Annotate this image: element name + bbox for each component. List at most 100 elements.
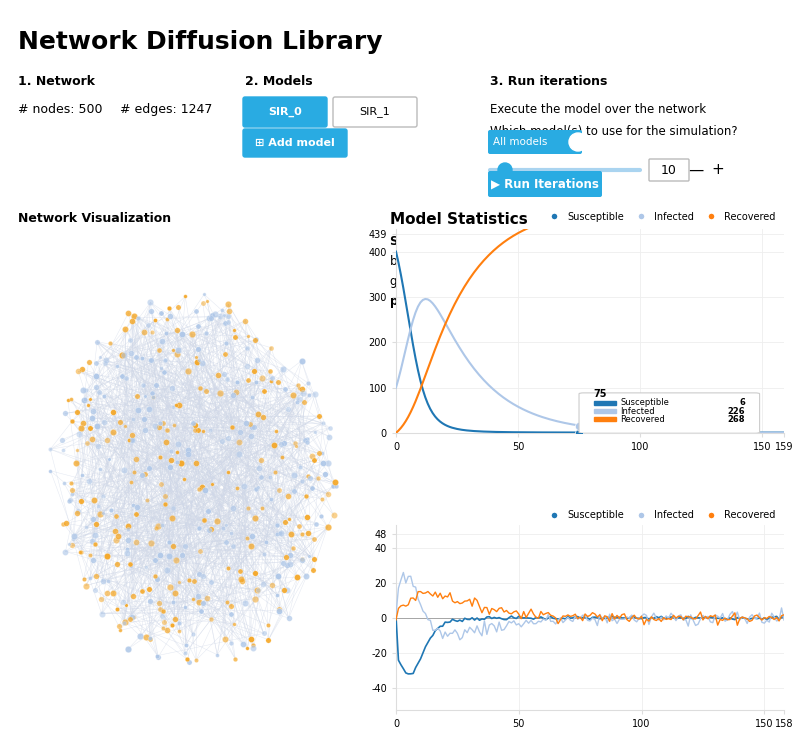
Point [327,480,340,492]
Point [211,369,224,380]
Point [155,335,168,347]
Point [102,575,114,587]
Point [193,522,206,534]
Point [125,347,138,359]
Point [176,328,189,340]
Point [144,537,157,549]
Point [179,291,192,303]
Text: 3. Run iterations: 3. Run iterations [490,75,607,88]
Point [248,421,261,433]
Point [124,334,137,346]
Point [190,457,202,469]
Point [155,519,168,531]
Text: 1. Network: 1. Network [18,75,95,88]
Point [263,366,276,377]
Point [77,573,90,585]
Point [172,400,185,411]
Text: 6: 6 [739,398,745,407]
Point [242,502,254,514]
Point [154,417,166,429]
Text: Which model(s) to use for the simulation?: Which model(s) to use for the simulation… [490,125,738,138]
Point [226,502,239,514]
Point [90,518,102,530]
Point [246,391,258,403]
Text: Selected Model: SIR_0: Selected Model: SIR_0 [390,235,537,248]
Point [250,333,262,345]
FancyBboxPatch shape [333,97,417,127]
Point [72,366,85,377]
Point [187,575,200,587]
Point [66,488,78,500]
Point [198,289,210,300]
Point [190,654,202,666]
Point [171,348,184,360]
Point [310,518,322,530]
Point [182,365,194,377]
Point [191,424,204,436]
Point [104,337,117,349]
Point [245,430,258,442]
Point [70,406,83,417]
FancyBboxPatch shape [579,393,759,433]
Point [169,587,182,599]
Point [118,616,131,628]
Point [152,597,165,609]
Point [89,529,102,541]
Point [122,307,134,319]
Point [222,298,234,310]
Point [282,491,294,502]
Point [118,616,130,628]
Point [166,540,179,552]
Point [178,648,191,659]
Point [265,375,278,387]
Point [110,602,123,614]
Point [68,530,81,542]
Point [245,530,258,542]
Point [237,638,250,650]
Point [290,397,303,408]
Point [166,401,179,413]
Point [142,403,155,415]
Point [327,509,340,521]
Point [249,567,262,579]
Point [143,462,156,474]
Point [251,408,264,420]
Point [86,412,98,424]
Point [322,488,334,500]
Point [196,357,209,369]
Point [154,451,166,462]
Point [190,356,203,368]
Point [273,605,286,616]
Point [258,548,270,559]
Point [154,363,167,374]
Point [80,521,93,533]
Point [189,424,202,436]
Point [189,419,202,431]
Point [82,476,95,488]
Point [573,420,586,431]
Point [164,310,177,322]
Point [135,469,148,481]
Point [211,649,224,661]
Point [126,611,138,623]
Point [193,596,206,608]
Point [304,471,317,483]
Point [134,630,146,642]
Point [171,456,184,468]
Point [186,628,199,639]
Point [132,405,145,417]
Point [143,632,156,644]
Point [148,554,161,565]
Point [270,519,283,531]
Point [295,475,308,487]
Point [274,438,287,450]
Point [92,500,105,511]
Point [284,549,297,561]
Point [257,411,270,423]
Point [293,520,306,532]
Point [308,454,321,466]
Point [256,371,269,383]
Point [136,352,149,364]
Point [160,436,173,448]
Point [170,399,182,411]
